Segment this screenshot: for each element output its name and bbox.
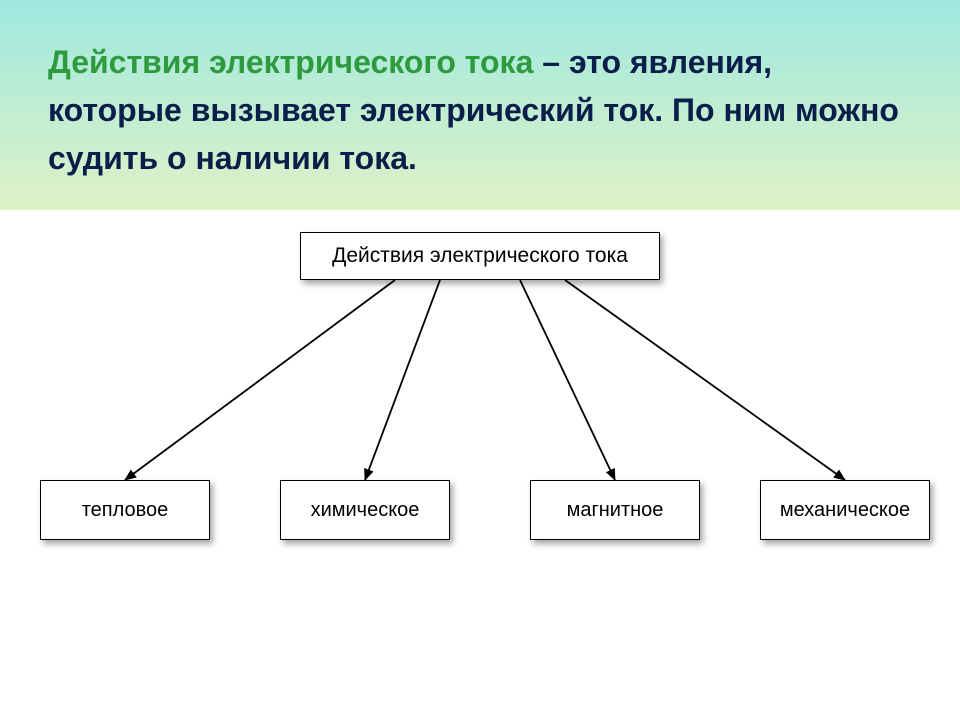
leaf-label: магнитное: [567, 499, 664, 522]
slide-page: Действия электрического тока – это явлен…: [0, 0, 960, 720]
definition-section: Действия электрического тока – это явлен…: [0, 0, 960, 210]
leaf-node-mechanical: механическое: [760, 480, 930, 540]
root-label: Действия электрического тока: [332, 244, 628, 268]
definition-paragraph: Действия электрического тока – это явлен…: [48, 38, 912, 182]
dash-text: –: [533, 44, 569, 80]
leaf-node-thermal: тепловое: [40, 480, 210, 540]
root-node: Действия электрического тока: [300, 232, 660, 280]
leaf-label: химическое: [311, 499, 420, 522]
diagram-section: Действия электрического тока тепловое хи…: [0, 210, 960, 720]
term-text: Действия электрического тока: [48, 44, 533, 80]
leaf-label: тепловое: [82, 499, 169, 522]
leaf-node-chemical: химическое: [280, 480, 450, 540]
leaf-node-magnetic: магнитное: [530, 480, 700, 540]
leaf-label: механическое: [780, 499, 910, 522]
